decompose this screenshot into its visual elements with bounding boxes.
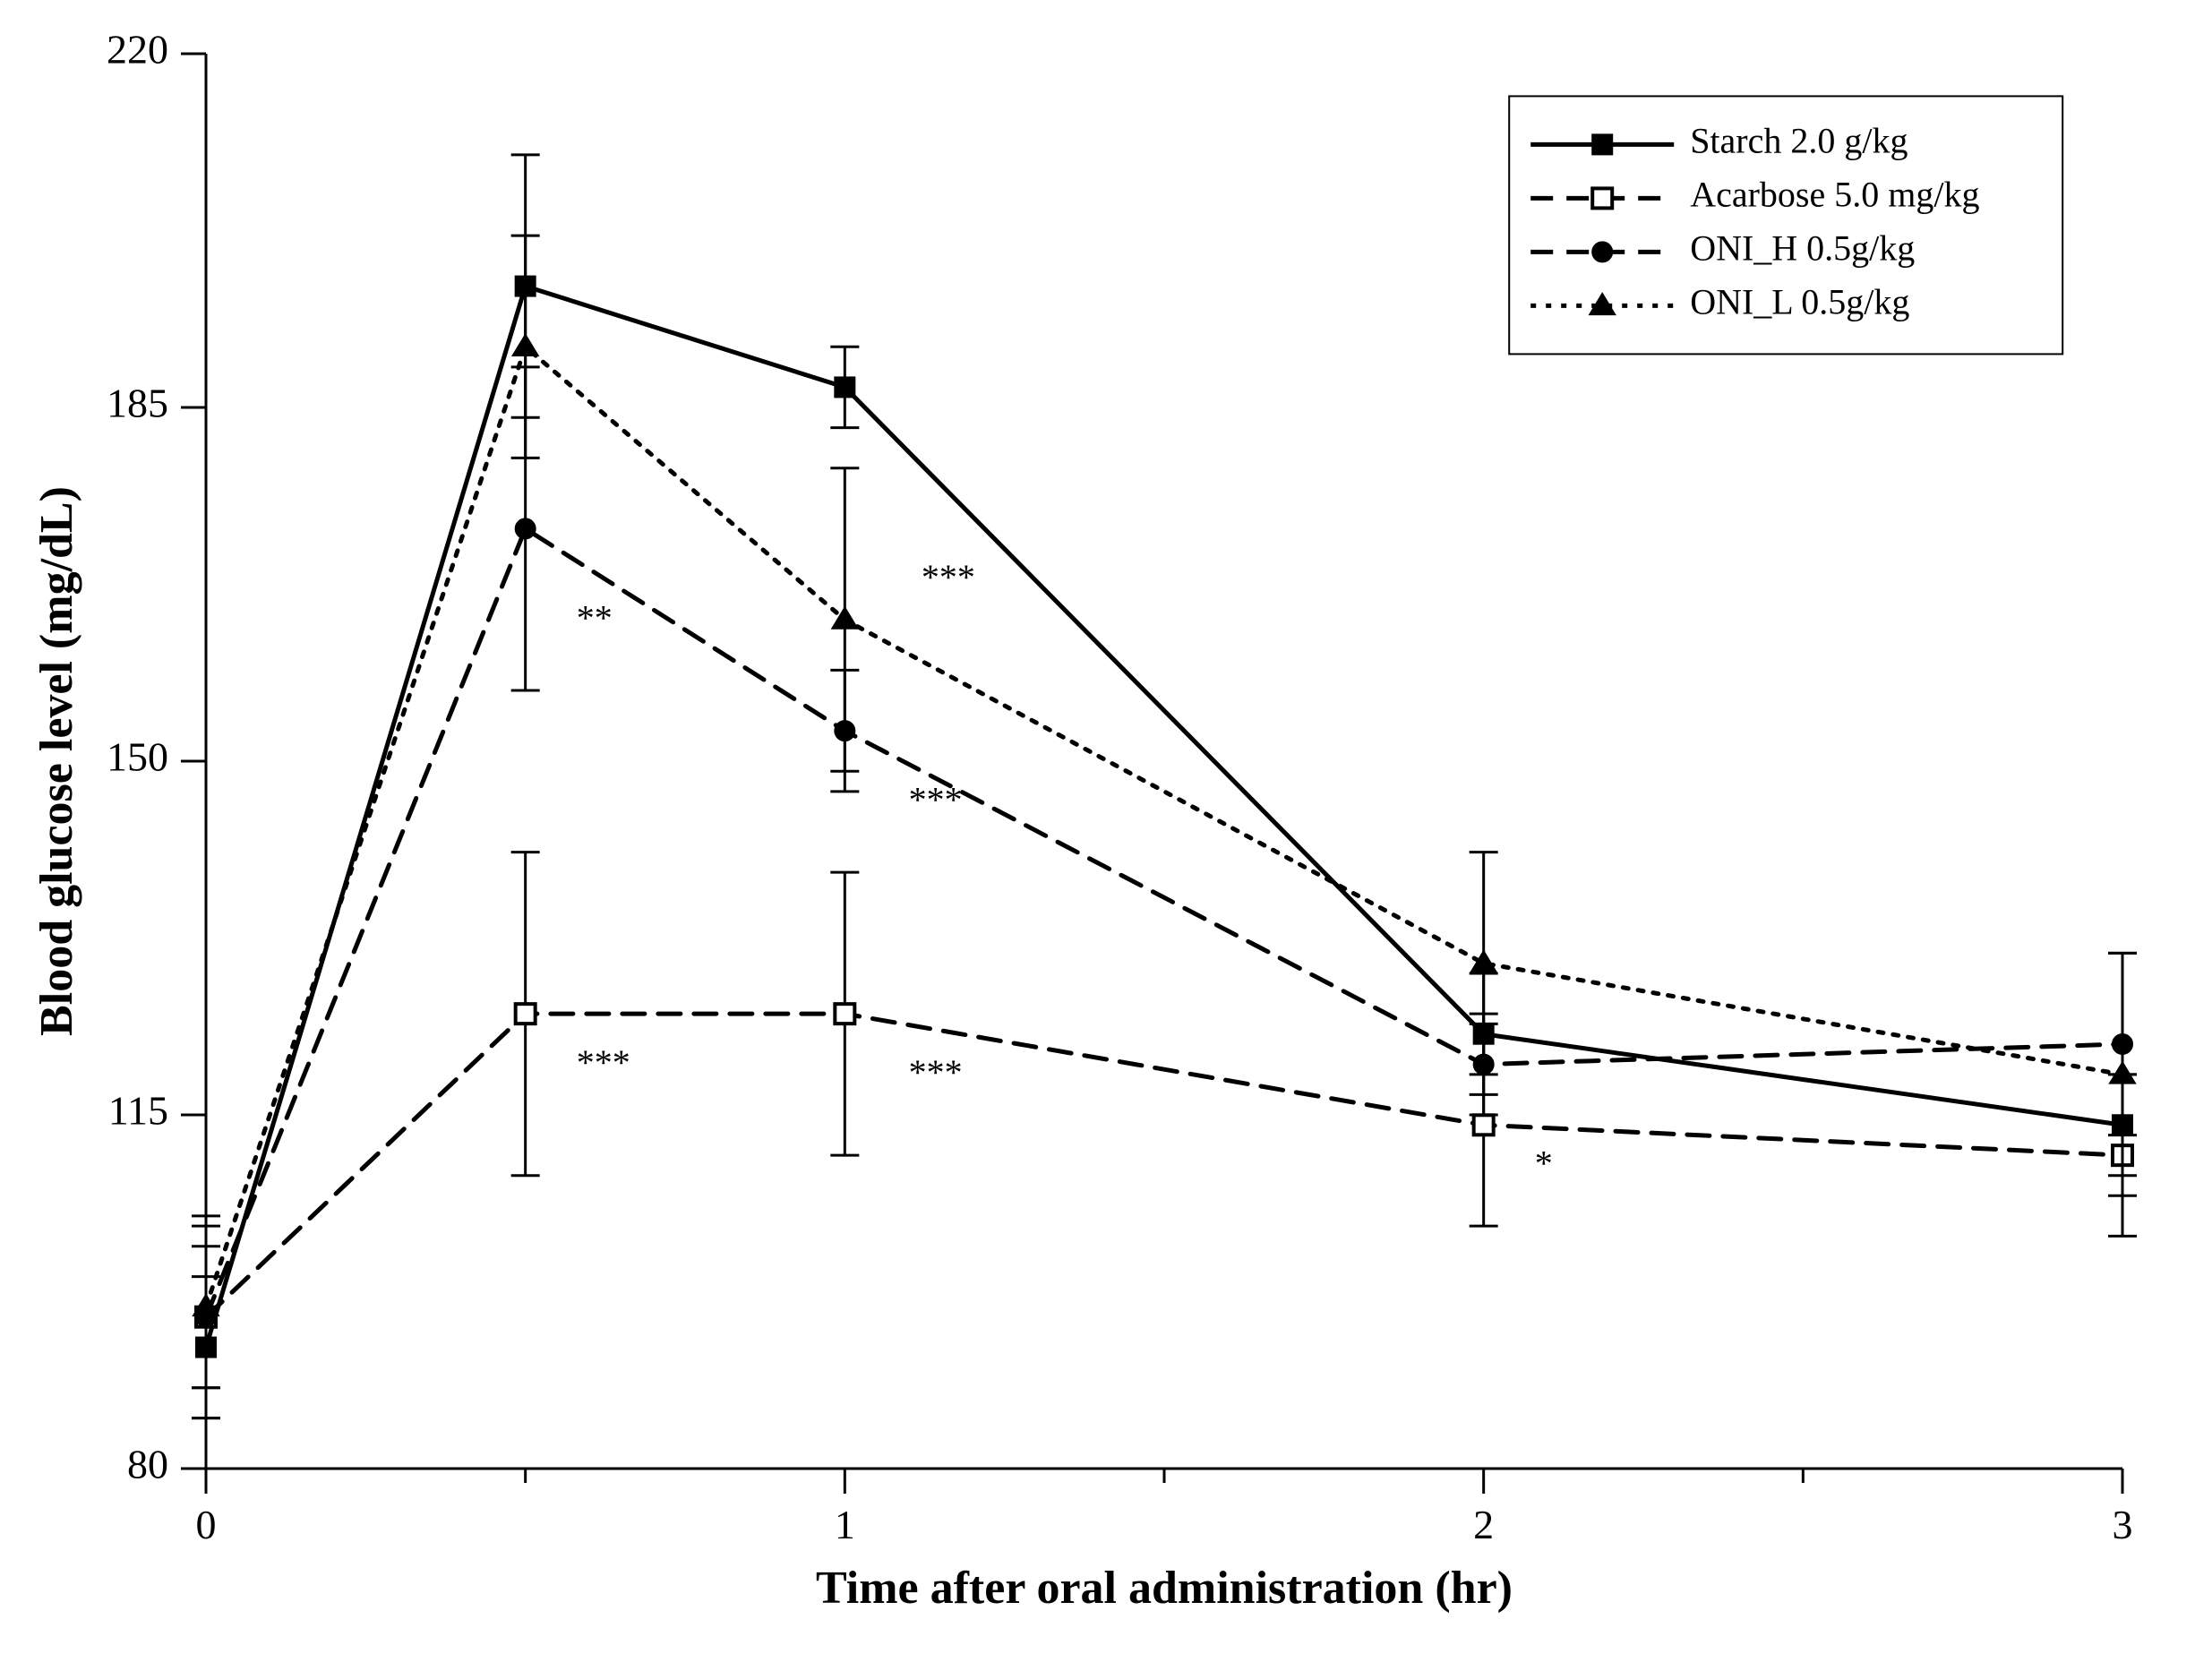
x-tick-label: 0 — [196, 1502, 217, 1547]
significance-annotation: ** — [577, 597, 613, 638]
legend-label: ONI_L 0.5g/kg — [1690, 282, 1909, 322]
legend-label: Acarbose 5.0 mg/kg — [1690, 175, 1979, 215]
x-tick-label: 3 — [2113, 1502, 2133, 1547]
legend: Starch 2.0 g/kg Acarbose 5.0 mg/kg ONI_H 0… — [1509, 96, 2062, 354]
x-tick-label: 1 — [835, 1502, 855, 1547]
significance-annotation: *** — [577, 1042, 630, 1083]
y-axis-label: Blood glucose level (mg/dL) — [31, 486, 82, 1036]
x-axis-label: Time after oral administration (hr) — [816, 1563, 1513, 1614]
significance-annotation: *** — [909, 779, 963, 819]
y-tick-label: 80 — [127, 1442, 168, 1487]
legend-label: Starch 2.0 g/kg — [1690, 121, 1908, 161]
legend-label: ONI_H 0.5g/kg — [1690, 228, 1915, 269]
y-tick-label: 185 — [107, 381, 168, 426]
y-tick-label: 115 — [108, 1088, 168, 1134]
glucose-time-chart: 80 115 150 185 220 0 1 2 3 Time after oral admini… — [0, 0, 2212, 1662]
y-tick-label: 220 — [107, 27, 168, 73]
significance-annotation: *** — [922, 557, 975, 597]
y-tick-label: 150 — [107, 734, 168, 780]
x-tick-label: 2 — [1473, 1502, 1494, 1547]
significance-annotation: * — [1535, 1144, 1553, 1184]
chart-svg: 80 115 150 185 220 0 1 2 3 Time after oral admini… — [0, 0, 2212, 1662]
significance-annotation: *** — [909, 1052, 963, 1092]
